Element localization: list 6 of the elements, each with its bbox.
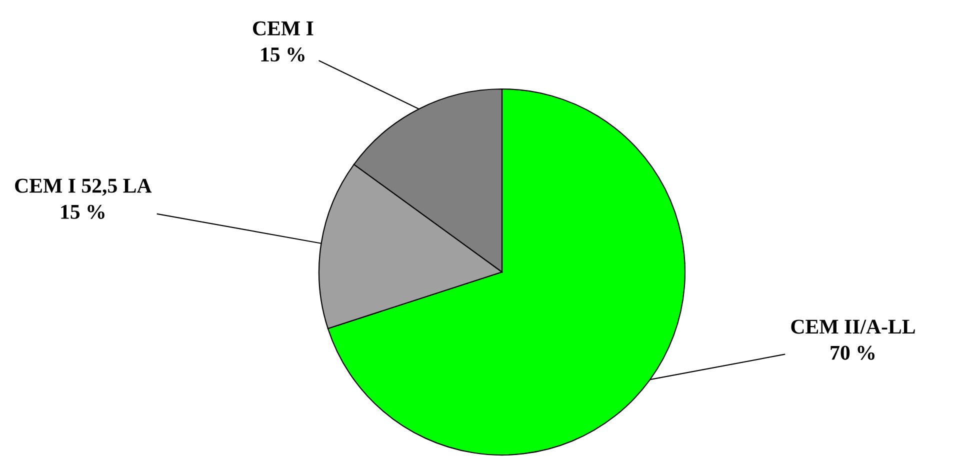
data-label: 15 %: [261, 47, 304, 62]
slice-label: CEM I: [253, 21, 314, 36]
slice-label: CEM II/A-LL: [791, 320, 915, 334]
slice-label: CEM I 52,5 LA: [15, 178, 152, 196]
data-label: 15 %: [61, 204, 104, 219]
data-label: 70 %: [830, 346, 874, 360]
